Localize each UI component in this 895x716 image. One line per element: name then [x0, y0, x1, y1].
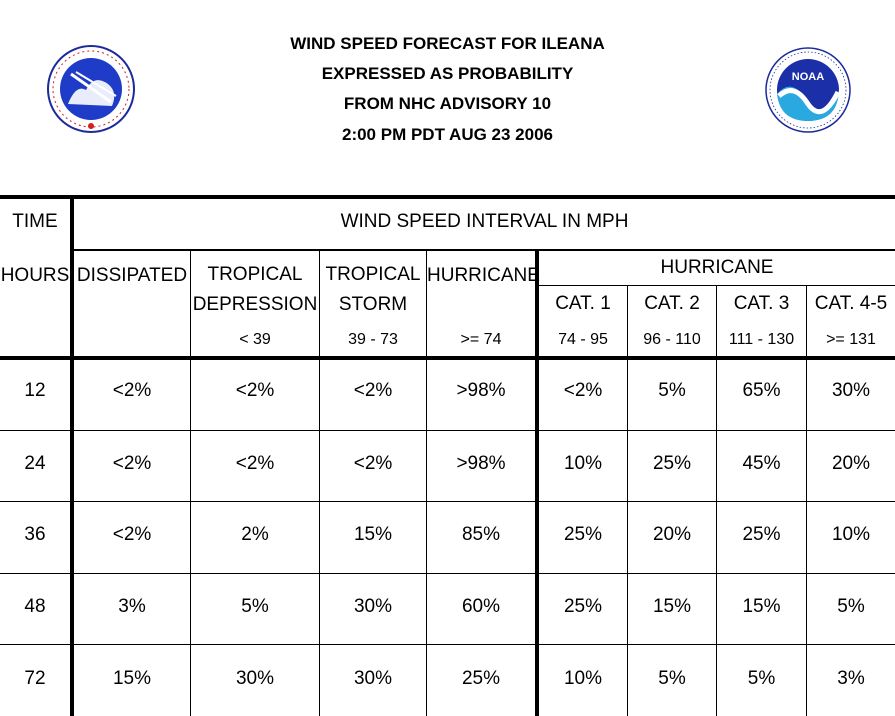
cat45-range: >= 131 — [826, 331, 876, 348]
probability-cell: <2% — [235, 380, 275, 401]
hurricane-group-header: HURRICANE — [660, 257, 774, 278]
trop-dep-range: < 39 — [239, 331, 271, 348]
title-line-1: WIND SPEED FORECAST FOR ILEANA — [290, 34, 605, 53]
interval-header: WIND SPEED INTERVAL IN MPH — [340, 211, 629, 232]
trop-storm-range: 39 - 73 — [348, 331, 398, 348]
row-divider-2 — [0, 501, 895, 502]
probability-cell: 10% — [831, 524, 871, 545]
probability-cell: 5% — [837, 596, 865, 617]
probability-cell: <2% — [353, 380, 393, 401]
probability-cell: 2% — [241, 524, 269, 545]
probability-cell: 65% — [742, 380, 781, 401]
cat1-header: CAT. 1 — [555, 293, 611, 314]
probability-cell: 25% — [742, 524, 781, 545]
hour-cell: 36 — [24, 524, 46, 545]
probability-cell: 30% — [353, 596, 393, 617]
time-header: TIME — [12, 211, 58, 232]
probability-cell: 15% — [112, 668, 152, 689]
probability-cell: 10% — [563, 668, 603, 689]
title-line-2: EXPRESSED AS PROBABILITY — [321, 64, 574, 83]
cat1-range: 74 - 95 — [558, 331, 608, 348]
probability-cell: 10% — [563, 453, 603, 474]
probability-cell: 5% — [658, 668, 686, 689]
hurricane-group-border — [535, 251, 539, 716]
probability-cell: 15% — [353, 524, 393, 545]
row-divider-4 — [0, 644, 895, 645]
probability-cell: <2% — [235, 453, 275, 474]
probability-cell: >98% — [456, 453, 506, 474]
hurricane-range: >= 74 — [460, 331, 502, 348]
trop-dep-header-1: TROPICAL — [207, 264, 303, 285]
hour-cell: 72 — [24, 668, 46, 689]
probability-cell: <2% — [353, 453, 393, 474]
col-divider-5 — [627, 285, 628, 716]
probability-cell: 30% — [353, 668, 393, 689]
probability-cell: 3% — [837, 668, 865, 689]
trop-dep-header-2: DEPRESSION — [192, 294, 318, 315]
row-divider-1 — [0, 430, 895, 431]
probability-cell: 20% — [831, 453, 871, 474]
col-divider-1 — [190, 251, 191, 716]
noaa-logo-icon: NOAA — [762, 46, 854, 139]
probability-cell: 30% — [831, 380, 871, 401]
probability-cell: 15% — [652, 596, 692, 617]
col-divider-2 — [319, 251, 320, 716]
trop-storm-header-1: TROPICAL — [325, 264, 421, 285]
dissipated-header: DISSIPATED — [76, 265, 188, 286]
nws-logo-icon — [46, 44, 136, 139]
probability-cell: 30% — [235, 668, 275, 689]
probability-cell: 85% — [461, 524, 501, 545]
hour-cell: 12 — [24, 380, 46, 401]
cat3-range: 111 - 130 — [728, 331, 795, 348]
cat45-header: CAT. 4-5 — [814, 293, 888, 314]
trop-storm-header-2: STORM — [338, 294, 408, 315]
probability-cell: 20% — [652, 524, 692, 545]
col-divider-7 — [806, 285, 807, 716]
col-divider-6 — [716, 285, 717, 716]
title-line-3: FROM NHC ADVISORY 10 — [343, 94, 552, 113]
probability-cell: 25% — [461, 668, 501, 689]
interval-header-divider — [72, 249, 895, 251]
hour-cell: 24 — [24, 453, 46, 474]
probability-cell: 5% — [747, 668, 776, 689]
probability-cell: <2% — [112, 524, 152, 545]
hours-header: HOURS — [0, 265, 70, 286]
noaa-logo-text: NOAA — [792, 71, 824, 83]
probability-cell: 25% — [652, 453, 692, 474]
cat3-header: CAT. 3 — [733, 293, 790, 314]
time-column-border — [70, 195, 74, 716]
probability-cell: 5% — [241, 596, 269, 617]
probability-cell: 45% — [742, 453, 781, 474]
title-line-4: 2:00 PM PDT AUG 23 2006 — [341, 125, 553, 144]
hurricane-header: HURRICANE — [427, 265, 540, 286]
col-divider-3 — [426, 251, 427, 716]
probability-cell: 5% — [658, 380, 686, 401]
probability-cell: 25% — [563, 596, 603, 617]
row-divider-3 — [0, 573, 895, 574]
probability-cell: <2% — [563, 380, 603, 401]
probability-cell: >98% — [456, 380, 506, 401]
probability-cell: 25% — [563, 524, 603, 545]
hour-cell: 48 — [24, 596, 46, 617]
header-bottom-border — [0, 356, 895, 360]
cat2-range: 96 - 110 — [643, 331, 701, 348]
cat2-header: CAT. 2 — [644, 293, 700, 314]
probability-cell: 15% — [742, 596, 781, 617]
probability-cell: <2% — [112, 453, 152, 474]
probability-cell: 3% — [118, 596, 146, 617]
table-top-border — [0, 195, 895, 199]
probability-cell: <2% — [112, 380, 152, 401]
probability-cell: 60% — [461, 596, 501, 617]
